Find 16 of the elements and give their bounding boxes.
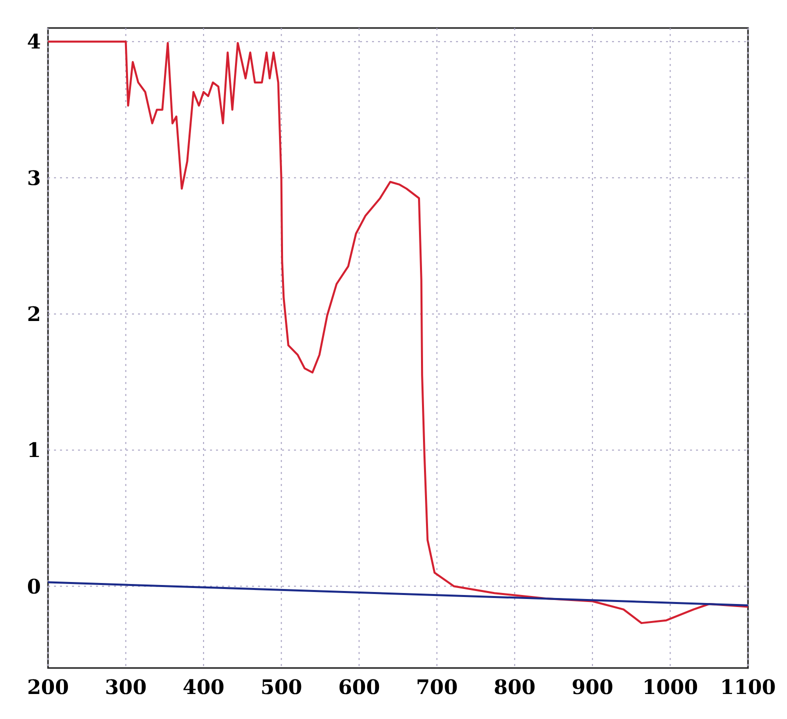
y-tick-label: 4 [27, 30, 42, 54]
line-series [47, 40, 749, 624]
y-tick-label: 3 [27, 166, 41, 190]
y-tick-label: 2 [27, 302, 41, 326]
x-tick-label: 300 [104, 675, 147, 699]
x-tick-label: 500 [260, 675, 302, 699]
x-tick-label: 900 [572, 675, 614, 699]
x-tick-label: 200 [27, 675, 69, 699]
y-tick-label: 0 [27, 574, 41, 598]
x-tick-label: 800 [494, 675, 536, 699]
x-tick-label: 1100 [720, 675, 776, 699]
x-tick-label: 400 [182, 675, 224, 699]
x-tick-label: 600 [338, 675, 380, 699]
x-tick-label: 1000 [642, 675, 698, 699]
x-tick-label: 700 [416, 675, 458, 699]
y-tick-label: 1 [27, 438, 41, 462]
